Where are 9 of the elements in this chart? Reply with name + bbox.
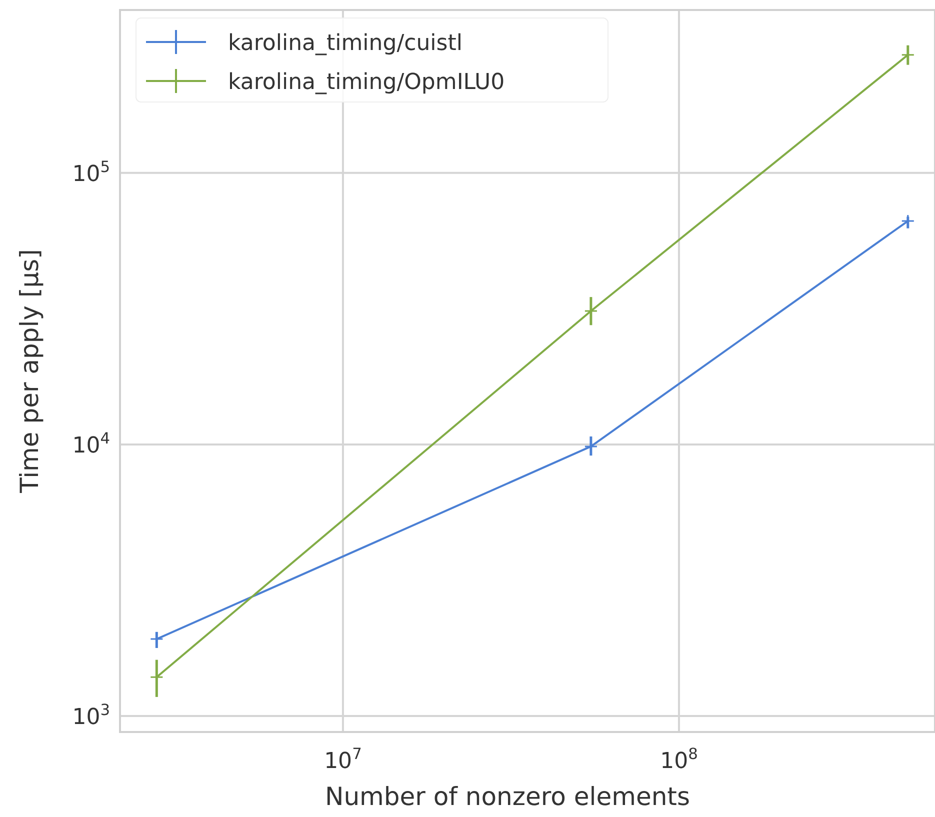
legend-label: karolina_timing/cuistl	[228, 31, 462, 56]
y-tick-label: 10$^{5}$	[72, 158, 110, 187]
y-tick-label: 10$^{4}$	[72, 429, 110, 458]
x-axis-title: Number of nonzero elements	[325, 782, 690, 811]
y-tick-label: 10$^{3}$	[72, 700, 110, 730]
y-axis-title: Time per apply [µs]	[15, 249, 44, 494]
x-tick-label: 10$^{7}$	[324, 745, 362, 774]
x-tick-label: 10$^{8}$	[660, 745, 698, 774]
legend-label: karolina_timing/OpmILU0	[228, 70, 505, 95]
